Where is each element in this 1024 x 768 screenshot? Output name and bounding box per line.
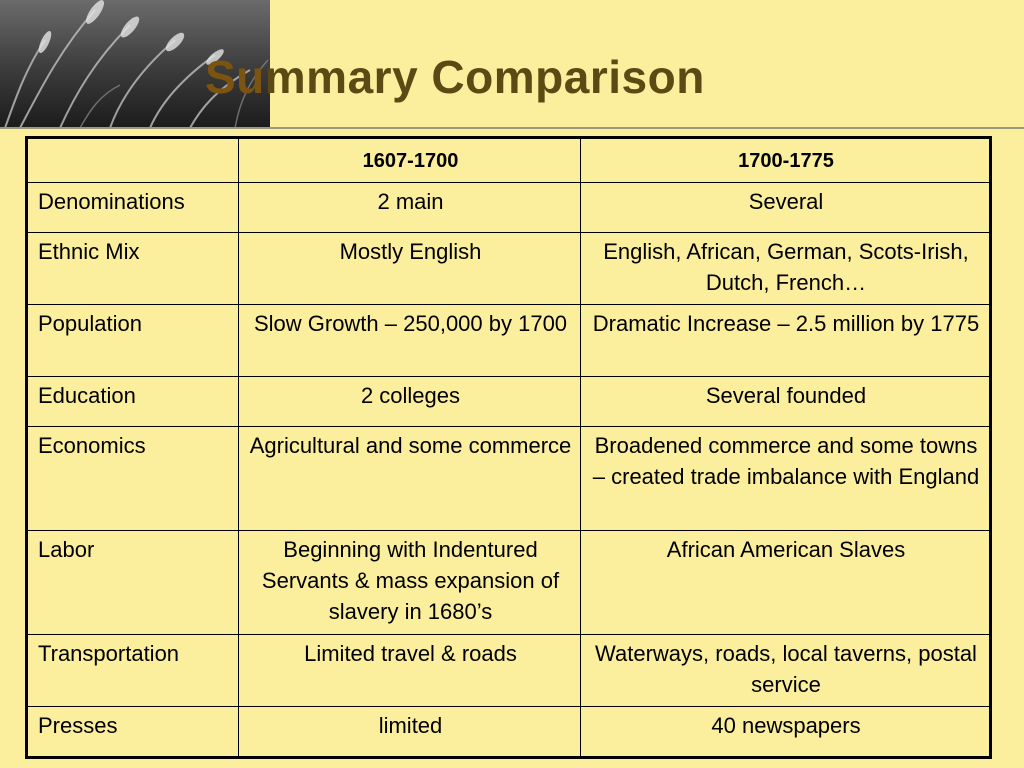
row-category: Labor [26, 530, 239, 635]
slide-title: Summary Comparison [205, 51, 705, 103]
title-divider [0, 127, 1024, 129]
row-period-1: Limited travel & roads [238, 634, 581, 707]
row-period-2: Several founded [580, 376, 991, 427]
row-period-2: Waterways, roads, local taverns, postal … [580, 634, 991, 707]
table-row: Presses limited 40 newspapers [26, 706, 991, 758]
row-category: Presses [26, 706, 239, 758]
row-period-1: Mostly English [238, 232, 581, 305]
row-category: Ethnic Mix [26, 232, 239, 305]
row-period-1: Slow Growth – 250,000 by 1700 [238, 304, 581, 377]
row-category: Education [26, 376, 239, 427]
header-cell-period-2: 1700-1775 [580, 137, 991, 183]
row-period-2: Broadened commerce and some towns – crea… [580, 426, 991, 531]
row-category: Transportation [26, 634, 239, 707]
table-row: Economics Agricultural and some commerce… [26, 426, 991, 531]
comparison-table: 1607-1700 1700-1775 Denominations 2 main… [25, 136, 992, 759]
table-header-row: 1607-1700 1700-1775 [26, 137, 991, 183]
row-period-1: Agricultural and some commerce [238, 426, 581, 531]
table-row: Labor Beginning with Indentured Servants… [26, 530, 991, 635]
row-period-1: 2 main [238, 182, 581, 233]
row-category: Denominations [26, 182, 239, 233]
row-period-1: limited [238, 706, 581, 758]
table-row: Denominations 2 main Several [26, 182, 991, 233]
row-period-1: 2 colleges [238, 376, 581, 427]
row-period-2: English, African, German, Scots-Irish, D… [580, 232, 991, 305]
row-category: Economics [26, 426, 239, 531]
table-row: Transportation Limited travel & roads Wa… [26, 634, 991, 707]
row-period-1: Beginning with Indentured Servants & mas… [238, 530, 581, 635]
table-row: Ethnic Mix Mostly English English, Afric… [26, 232, 991, 305]
row-period-2: Several [580, 182, 991, 233]
header-cell-period-1: 1607-1700 [238, 137, 581, 183]
row-category: Population [26, 304, 239, 377]
wheat-photo [0, 0, 270, 128]
header-cell-empty [26, 137, 239, 183]
row-period-2: Dramatic Increase – 2.5 million by 1775 [580, 304, 991, 377]
table-row: Education 2 colleges Several founded [26, 376, 991, 427]
row-period-2: African American Slaves [580, 530, 991, 635]
row-period-2: 40 newspapers [580, 706, 991, 758]
table-row: Population Slow Growth – 250,000 by 1700… [26, 304, 991, 377]
